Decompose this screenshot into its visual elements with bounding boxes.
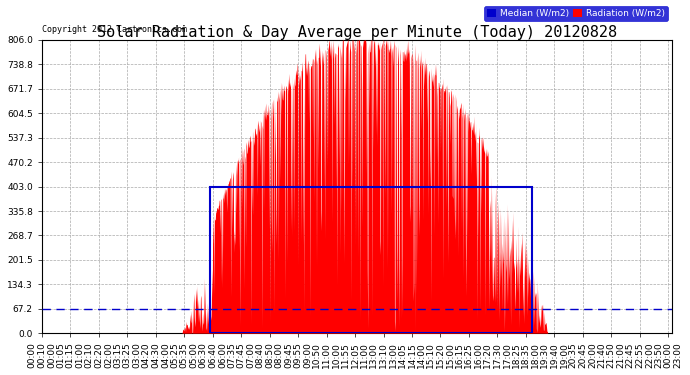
Bar	[210, 186, 533, 333]
Title: Solar Radiation & Day Average per Minute (Today) 20120828: Solar Radiation & Day Average per Minute…	[97, 25, 617, 40]
Text: Copyright 2012 Cartronics.com: Copyright 2012 Cartronics.com	[42, 25, 187, 34]
Legend: Median (W/m2), Radiation (W/m2): Median (W/m2), Radiation (W/m2)	[484, 6, 668, 21]
